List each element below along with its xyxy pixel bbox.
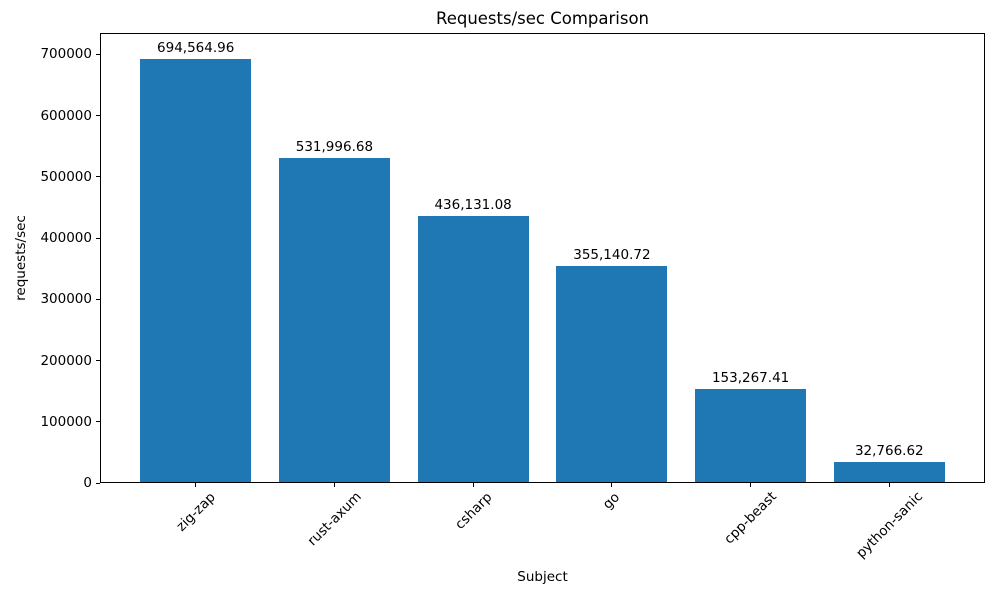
x-tick-label: cpp-beast bbox=[721, 488, 780, 548]
bar-value-label: 32,766.62 bbox=[854, 443, 924, 459]
bar-value-label: 436,131.08 bbox=[434, 197, 512, 214]
bar-zig-zap bbox=[140, 58, 252, 482]
x-tick bbox=[888, 483, 890, 487]
y-tick bbox=[96, 298, 100, 300]
bar-value-label: 694,564.96 bbox=[157, 39, 235, 56]
bar-python-sanic bbox=[833, 462, 945, 482]
y-tick bbox=[96, 482, 100, 484]
y-tick-label: 400000 bbox=[40, 230, 92, 247]
y-tick-label: 300000 bbox=[40, 291, 92, 308]
y-tick bbox=[96, 421, 100, 423]
x-tick bbox=[750, 483, 752, 487]
y-tick-label: 500000 bbox=[40, 168, 92, 185]
y-tick bbox=[96, 53, 100, 55]
x-tick-label: rust-axum bbox=[304, 488, 365, 550]
y-tick bbox=[96, 237, 100, 239]
y-tick-label: 0 bbox=[83, 475, 92, 491]
x-tick-label: zig-zap bbox=[173, 488, 219, 535]
x-tick-label: python-sanic bbox=[852, 488, 926, 562]
x-tick-label: go bbox=[600, 489, 624, 513]
y-axis-label: requests/sec bbox=[13, 215, 29, 301]
y-tick-label: 100000 bbox=[40, 413, 92, 430]
y-tick bbox=[96, 115, 100, 117]
bar-go bbox=[556, 265, 668, 482]
bar-value-label: 531,996.68 bbox=[295, 138, 374, 155]
x-tick bbox=[472, 483, 474, 487]
chart-title: Requests/sec Comparison bbox=[435, 9, 650, 28]
bar-cpp-beast bbox=[695, 388, 807, 482]
y-tick bbox=[96, 176, 100, 178]
bar-rust-axum bbox=[278, 157, 390, 482]
x-tick-label: csharp bbox=[451, 488, 496, 533]
y-tick bbox=[96, 360, 100, 362]
plot-area: 694,564.96 531,996.68 436,131.08 355,140.72… bbox=[100, 33, 985, 483]
y-tick-label: 600000 bbox=[40, 107, 92, 124]
x-tick bbox=[611, 483, 613, 487]
bar-value-label: 355,140.72 bbox=[573, 246, 651, 263]
x-tick bbox=[333, 483, 335, 487]
bar-value-label: 153,267.41 bbox=[711, 369, 790, 386]
x-tick bbox=[195, 483, 197, 487]
bar-csharp bbox=[417, 216, 529, 482]
y-tick-label: 200000 bbox=[40, 352, 92, 369]
y-tick-label: 700000 bbox=[40, 46, 92, 63]
x-axis-label: Subject bbox=[517, 569, 568, 585]
